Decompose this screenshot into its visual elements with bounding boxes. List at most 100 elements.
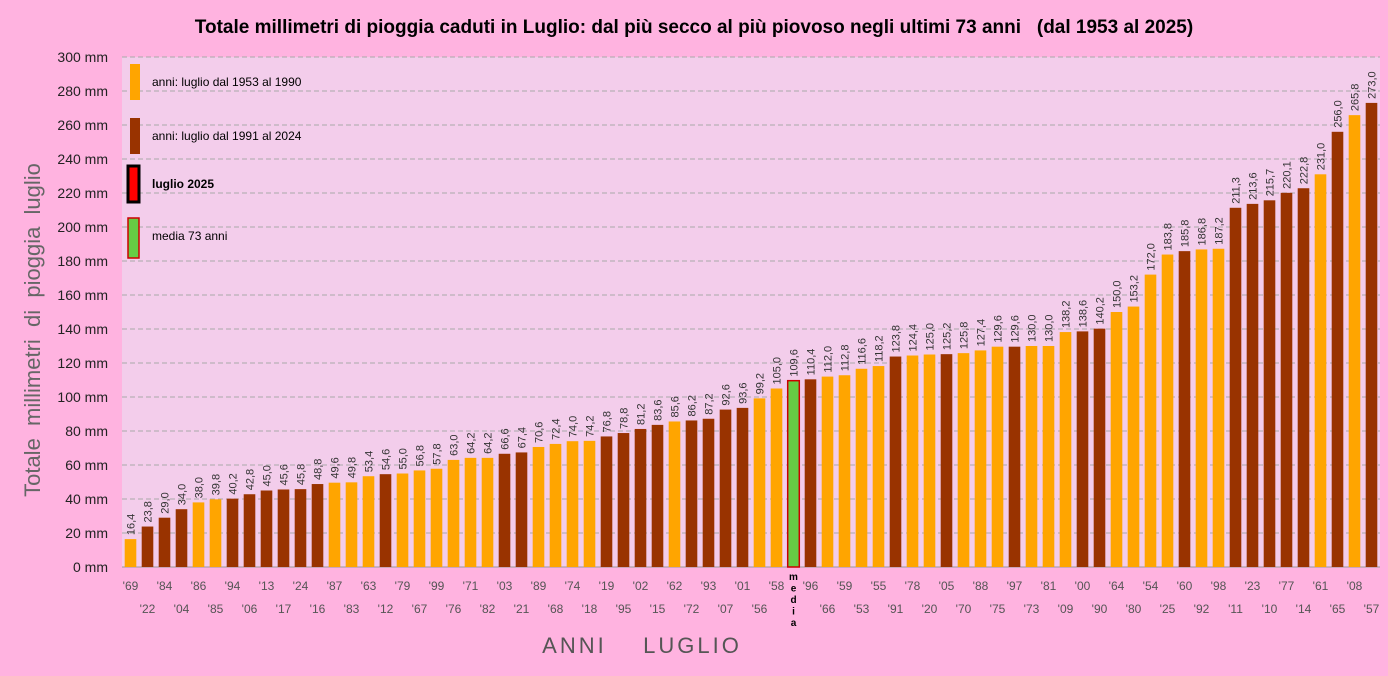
data-label: 85,6 xyxy=(670,396,682,417)
x-tick-label: '65 xyxy=(1330,602,1346,616)
data-label: 76,8 xyxy=(602,411,614,432)
x-tick-label: '88 xyxy=(973,579,989,593)
bar xyxy=(1042,346,1055,567)
x-tick-label: '08 xyxy=(1347,579,1363,593)
bar xyxy=(498,453,511,567)
x-tick-label: '75 xyxy=(990,602,1006,616)
x-tick-label: '23 xyxy=(1245,579,1261,593)
x-tick-label: '18 xyxy=(582,602,598,616)
x-tick-label: '83 xyxy=(344,602,360,616)
data-label: 29,0 xyxy=(160,492,172,513)
x-tick-label: '62 xyxy=(667,579,683,593)
legend-swatch xyxy=(130,64,140,100)
data-label: 130,0 xyxy=(1027,314,1039,342)
data-label: 112,8 xyxy=(840,345,852,372)
bar xyxy=(1229,207,1242,568)
bar xyxy=(1195,249,1208,567)
x-tick-label: '97 xyxy=(1007,579,1023,593)
y-tick-label: 140 mm xyxy=(57,321,108,337)
bar xyxy=(685,420,698,567)
bar xyxy=(651,424,664,567)
data-label: 42,8 xyxy=(245,469,257,490)
data-label: 72,4 xyxy=(551,418,563,439)
bar xyxy=(226,498,239,567)
data-label: 129,6 xyxy=(1010,315,1022,343)
bar xyxy=(1178,251,1191,567)
x-tick-label: '60 xyxy=(1177,579,1193,593)
data-label: 49,8 xyxy=(347,457,359,478)
bar xyxy=(1297,188,1310,568)
data-label: 70,6 xyxy=(534,422,546,443)
x-tick-label: '79 xyxy=(395,579,411,593)
bar xyxy=(889,356,902,567)
x-tick-label: '90 xyxy=(1092,602,1108,616)
data-label: 64,2 xyxy=(466,432,478,453)
data-label: 53,4 xyxy=(364,451,376,472)
bar xyxy=(736,407,749,567)
x-tick-label: '16 xyxy=(310,602,326,616)
bar xyxy=(379,474,392,567)
bar xyxy=(515,452,528,567)
data-label: 45,0 xyxy=(262,465,274,486)
x-tick-label: '00 xyxy=(1075,579,1091,593)
y-tick-label: 0 mm xyxy=(73,559,108,575)
data-label: 105,0 xyxy=(772,357,784,385)
bar xyxy=(1093,328,1106,567)
data-label: 222,8 xyxy=(1299,157,1311,185)
x-tick-label: '73 xyxy=(1024,602,1040,616)
x-tick-label: '72 xyxy=(684,602,700,616)
x-tick-label: '96 xyxy=(803,579,819,593)
x-tick-label: '91 xyxy=(888,602,904,616)
bar xyxy=(872,366,885,567)
data-label: 57,8 xyxy=(432,443,444,464)
bar xyxy=(617,433,630,567)
legend: anni: luglio dal 1953 al 1990 anni: lugli… xyxy=(126,64,302,259)
legend-swatch xyxy=(130,118,140,154)
bar xyxy=(124,539,137,567)
legend-swatch xyxy=(126,164,141,204)
bar xyxy=(141,526,154,567)
data-label: 48,8 xyxy=(313,459,325,480)
data-label: 186,8 xyxy=(1197,218,1209,246)
plot-area-background xyxy=(122,57,1380,567)
x-tick-label: '80 xyxy=(1126,602,1142,616)
bar xyxy=(770,388,783,567)
x-tick-label: '98 xyxy=(1211,579,1227,593)
data-label: 74,2 xyxy=(585,415,597,436)
bar xyxy=(260,490,273,567)
x-tick-label: '93 xyxy=(701,579,717,593)
bar xyxy=(311,484,324,567)
bar xyxy=(345,482,358,567)
data-label: 66,6 xyxy=(500,428,512,449)
x-tick-label: '81 xyxy=(1041,579,1057,593)
data-label: 39,8 xyxy=(211,474,223,495)
data-label: 124,4 xyxy=(908,324,920,352)
data-label: 125,2 xyxy=(942,323,954,351)
x-axis-ticks: '69'22'84'04'86'85'94'06'13'17'24'16'87'… xyxy=(123,572,1380,629)
bar xyxy=(294,489,307,567)
x-tick-label: '01 xyxy=(735,579,751,593)
data-label: 187,2 xyxy=(1214,217,1226,245)
bar xyxy=(1059,332,1072,567)
bar xyxy=(328,482,341,567)
data-label: 211,3 xyxy=(1231,177,1243,204)
data-label: 123,8 xyxy=(891,325,903,353)
data-labels: 16,4 23,8 29,0 34,0 38,0 39,8 40,2 42,8 45,0 45,6… xyxy=(126,71,1379,535)
data-label: 78,8 xyxy=(619,408,631,429)
legend-label: luglio 2025 xyxy=(152,177,214,191)
y-tick-label: 280 mm xyxy=(57,83,108,99)
y-tick-label: 120 mm xyxy=(57,355,108,371)
chart-title: Totale millimetri di pioggia caduti in L… xyxy=(195,17,1193,38)
bar xyxy=(447,459,460,567)
data-label: 109,6 xyxy=(789,349,801,377)
x-tick-label: '68 xyxy=(548,602,564,616)
bar xyxy=(957,353,970,567)
data-label: 99,2 xyxy=(755,373,767,394)
x-tick-label: '87 xyxy=(327,579,343,593)
bar xyxy=(1076,331,1089,567)
y-tick-label: 40 mm xyxy=(65,491,108,507)
data-label: 116,6 xyxy=(857,338,869,365)
bar xyxy=(1212,248,1225,567)
data-label: 183,8 xyxy=(1163,223,1175,251)
data-label: 125,0 xyxy=(925,323,937,351)
